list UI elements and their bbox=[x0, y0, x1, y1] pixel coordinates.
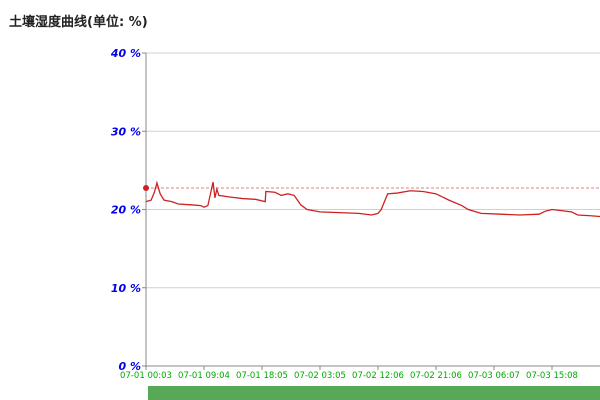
reference-marker bbox=[143, 184, 149, 191]
y-tick-label: 10 % bbox=[111, 282, 141, 295]
time-range-scrollbar[interactable] bbox=[148, 386, 600, 400]
x-tick-label: 07-01 09:04 bbox=[178, 371, 230, 381]
y-tick-label: 40 % bbox=[110, 47, 141, 60]
x-tick-label: 07-03 06:07 bbox=[468, 371, 520, 381]
x-tick-label: 07-01 18:05 bbox=[236, 371, 288, 381]
x-tick-label: 07-01 00:03 bbox=[120, 371, 172, 381]
chart-title: 土壤湿度曲线(单位: %) bbox=[9, 15, 148, 30]
x-tick-label: 07-02 12:06 bbox=[352, 371, 404, 381]
y-tick-label: 0 % bbox=[118, 360, 141, 373]
series-line bbox=[145, 180, 600, 218]
x-tick-label: 07-03 15:08 bbox=[526, 371, 578, 381]
x-tick-label: 07-02 21:06 bbox=[410, 371, 462, 381]
y-tick-label: 20 % bbox=[111, 204, 141, 217]
x-tick-label: 07-02 03:05 bbox=[294, 371, 346, 381]
y-tick-label: 30 % bbox=[111, 125, 141, 138]
